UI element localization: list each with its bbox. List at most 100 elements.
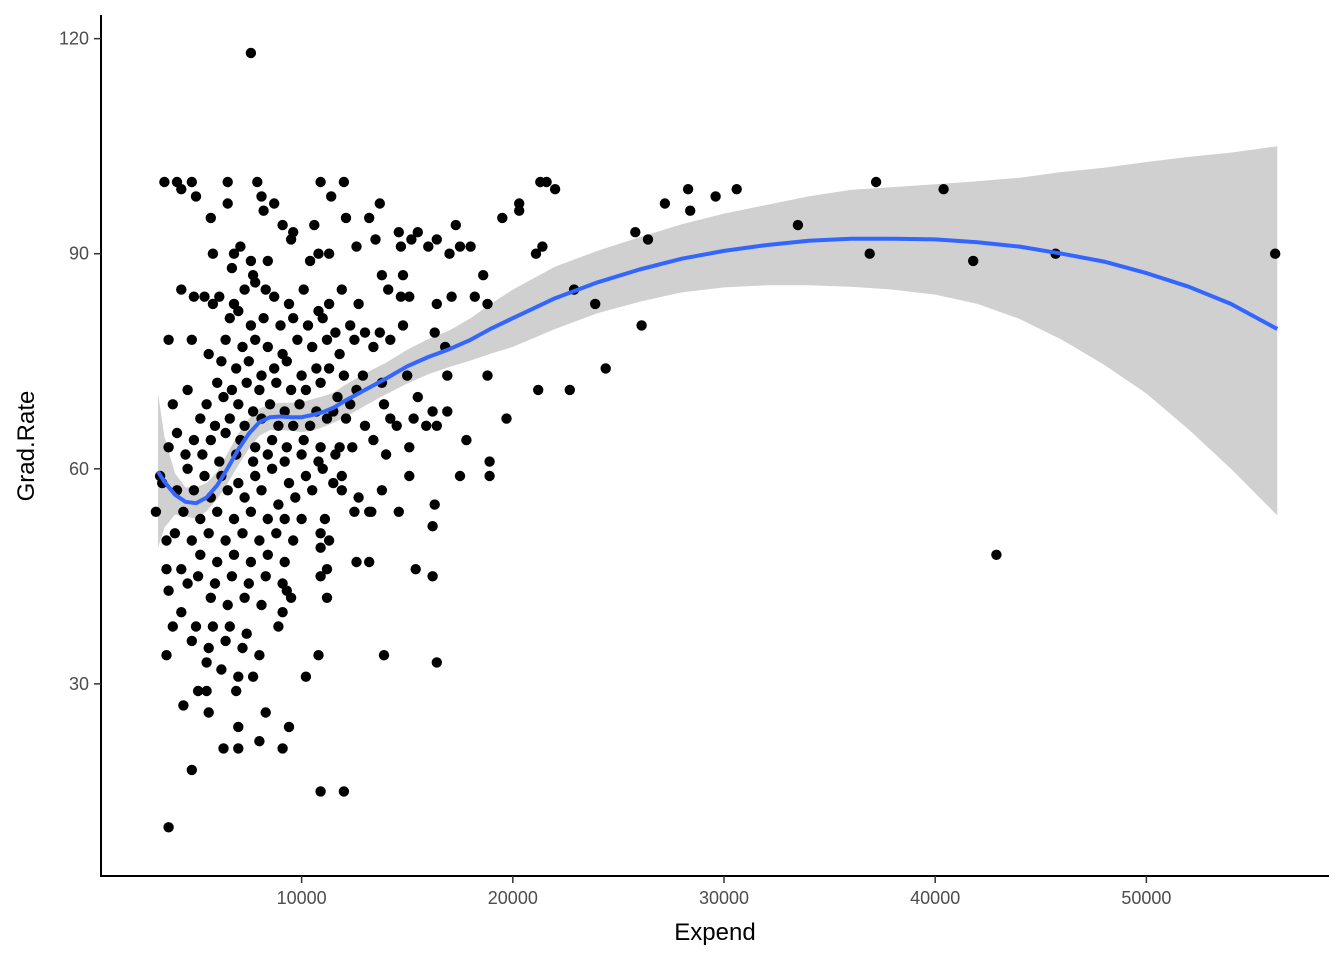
data-point bbox=[564, 384, 575, 396]
data-point bbox=[250, 277, 261, 288]
data-point bbox=[461, 434, 472, 446]
data-point bbox=[368, 341, 379, 353]
data-point bbox=[484, 456, 495, 467]
data-point bbox=[262, 341, 273, 353]
data-point bbox=[370, 234, 381, 245]
data-point bbox=[239, 420, 250, 431]
data-point bbox=[218, 743, 229, 754]
data-point bbox=[273, 420, 284, 431]
data-point bbox=[180, 449, 191, 460]
data-point bbox=[321, 592, 333, 603]
data-point bbox=[258, 205, 269, 216]
data-point bbox=[233, 671, 244, 682]
data-point bbox=[235, 241, 246, 252]
data-point bbox=[300, 671, 312, 682]
data-point bbox=[186, 764, 197, 776]
data-points-layer bbox=[150, 47, 1281, 833]
data-point bbox=[292, 334, 303, 345]
data-point bbox=[167, 621, 178, 632]
data-point bbox=[406, 234, 417, 245]
data-point bbox=[497, 212, 508, 224]
data-point bbox=[209, 578, 221, 589]
data-point bbox=[307, 341, 318, 353]
data-point bbox=[338, 370, 350, 381]
data-point bbox=[315, 442, 326, 453]
data-point bbox=[353, 492, 364, 503]
data-point bbox=[245, 255, 257, 267]
data-point bbox=[241, 377, 252, 388]
data-point bbox=[323, 298, 335, 310]
data-point bbox=[431, 298, 442, 310]
data-point bbox=[283, 298, 295, 310]
data-point bbox=[404, 470, 415, 482]
x-tick-label: 20000 bbox=[488, 888, 538, 908]
data-point bbox=[328, 477, 339, 489]
y-axis-ticks: 30 60 90 120 bbox=[59, 29, 101, 694]
data-point bbox=[317, 313, 328, 324]
data-point bbox=[220, 635, 231, 647]
data-point bbox=[254, 535, 265, 546]
data-point bbox=[205, 592, 216, 603]
data-point bbox=[220, 427, 231, 439]
data-point bbox=[304, 420, 316, 431]
data-point bbox=[446, 291, 457, 302]
data-point bbox=[410, 564, 421, 575]
data-point bbox=[412, 391, 423, 403]
data-point bbox=[340, 413, 352, 424]
data-point bbox=[195, 549, 206, 560]
data-point bbox=[178, 506, 189, 517]
x-tick-label: 50000 bbox=[1121, 888, 1171, 908]
data-point bbox=[431, 420, 442, 431]
data-point bbox=[353, 298, 364, 310]
data-point bbox=[442, 406, 453, 417]
data-point bbox=[277, 219, 288, 231]
y-tick-label: 120 bbox=[59, 29, 89, 49]
data-point bbox=[484, 470, 495, 482]
data-point bbox=[376, 270, 388, 281]
data-point bbox=[533, 384, 544, 396]
data-point bbox=[176, 284, 187, 295]
data-point bbox=[404, 442, 415, 453]
data-point bbox=[269, 291, 280, 302]
data-point bbox=[968, 255, 979, 267]
data-point bbox=[182, 578, 193, 589]
data-point bbox=[300, 384, 312, 396]
data-point bbox=[600, 363, 611, 374]
data-point bbox=[150, 506, 162, 517]
data-point bbox=[431, 234, 442, 245]
data-point bbox=[212, 506, 223, 517]
data-point bbox=[338, 786, 350, 797]
data-point bbox=[237, 642, 248, 654]
data-point bbox=[288, 313, 299, 324]
data-point bbox=[252, 176, 263, 188]
data-point bbox=[167, 399, 178, 410]
data-point bbox=[205, 434, 216, 446]
data-point bbox=[273, 499, 284, 510]
data-point bbox=[366, 506, 377, 517]
data-point bbox=[243, 356, 254, 367]
data-point bbox=[391, 420, 402, 431]
data-point bbox=[182, 384, 193, 396]
data-point bbox=[171, 427, 183, 439]
data-point bbox=[378, 399, 390, 410]
data-point bbox=[216, 356, 227, 367]
data-point bbox=[203, 528, 214, 539]
data-point bbox=[315, 542, 326, 553]
data-point bbox=[269, 363, 280, 374]
data-point bbox=[201, 399, 212, 410]
data-point bbox=[307, 485, 318, 496]
confidence-ribbon-layer bbox=[158, 146, 1278, 548]
data-point bbox=[260, 707, 271, 718]
data-point bbox=[214, 456, 225, 467]
data-point bbox=[260, 284, 271, 295]
data-point bbox=[330, 449, 341, 460]
data-point bbox=[444, 248, 455, 259]
data-point bbox=[226, 262, 238, 274]
data-point bbox=[281, 356, 292, 367]
data-point bbox=[404, 291, 415, 302]
data-point bbox=[201, 657, 212, 668]
data-point bbox=[408, 413, 419, 424]
data-point bbox=[345, 320, 356, 331]
data-point bbox=[203, 348, 214, 360]
